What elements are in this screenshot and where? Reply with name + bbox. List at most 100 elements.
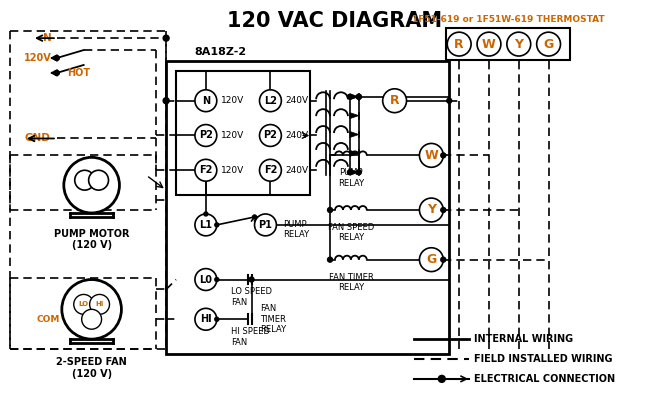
Circle shape [259,90,281,111]
Text: HI: HI [95,301,104,308]
Text: 1F51-619 or 1F51W-619 THERMOSTAT: 1F51-619 or 1F51W-619 THERMOSTAT [412,15,604,24]
Circle shape [204,212,208,216]
Circle shape [195,308,217,330]
Circle shape [419,198,444,222]
Circle shape [419,143,444,167]
Circle shape [215,277,219,282]
Circle shape [195,214,217,236]
Text: FAN TIMER
RELAY: FAN TIMER RELAY [328,273,373,292]
Text: 8A18Z-2: 8A18Z-2 [195,47,247,57]
Text: INTERNAL WIRING: INTERNAL WIRING [474,334,574,344]
Circle shape [537,32,561,56]
Circle shape [259,159,281,181]
Circle shape [54,70,60,75]
Circle shape [215,317,219,321]
Circle shape [448,32,471,56]
Circle shape [249,277,254,282]
Text: Y: Y [427,204,436,217]
Text: FAN SPEED
RELAY: FAN SPEED RELAY [328,223,374,242]
Circle shape [438,375,446,383]
Text: N: N [43,33,52,43]
Text: 240V: 240V [285,96,308,105]
Circle shape [356,94,361,99]
Text: PUMP
RELAY: PUMP RELAY [338,168,364,188]
Text: G: G [543,38,553,51]
Text: N: N [202,96,210,106]
Text: 120 VAC DIAGRAM: 120 VAC DIAGRAM [227,11,443,31]
Circle shape [90,295,109,314]
Circle shape [441,257,446,262]
Text: HI: HI [200,314,212,324]
Circle shape [75,170,94,190]
Circle shape [356,170,361,175]
Circle shape [195,269,217,290]
Text: LO SPEED
FAN: LO SPEED FAN [230,287,272,307]
Circle shape [419,248,444,272]
Circle shape [195,124,217,146]
Circle shape [441,153,446,158]
Circle shape [447,98,452,103]
Text: L1: L1 [200,220,212,230]
Circle shape [195,90,217,111]
Polygon shape [350,132,359,137]
Text: R: R [390,94,399,107]
Text: R: R [454,38,464,51]
Text: ELECTRICAL CONNECTION: ELECTRICAL CONNECTION [474,374,615,384]
Polygon shape [350,150,359,156]
Circle shape [195,159,217,181]
Circle shape [88,170,109,190]
Text: L2: L2 [264,96,277,106]
Circle shape [356,94,361,99]
Circle shape [328,207,332,212]
Text: P2: P2 [199,130,213,140]
Circle shape [163,98,169,104]
Bar [176,71,310,195]
Text: P1: P1 [259,220,273,230]
Circle shape [348,94,352,99]
Text: W: W [482,38,496,51]
Circle shape [54,56,60,60]
Text: G: G [426,253,436,266]
Text: FIELD INSTALLED WIRING: FIELD INSTALLED WIRING [474,354,612,364]
Text: L0: L0 [200,274,212,285]
Text: HOT: HOT [67,68,90,78]
Circle shape [328,257,332,262]
Text: F2: F2 [264,165,277,175]
Circle shape [62,279,121,339]
Circle shape [215,223,219,227]
Circle shape [255,214,277,236]
Circle shape [163,35,169,41]
Text: GND: GND [24,134,50,143]
Text: 240V: 240V [285,131,308,140]
Text: FAN
TIMER
RELAY: FAN TIMER RELAY [261,304,287,334]
Text: 120V: 120V [220,131,244,140]
Text: Y: Y [515,38,523,51]
Circle shape [64,158,119,213]
Text: 120V: 120V [220,166,244,175]
Text: P2: P2 [263,130,277,140]
Text: 2-SPEED FAN
(120 V): 2-SPEED FAN (120 V) [56,357,127,379]
Text: 120V: 120V [220,96,244,105]
Text: HI SPEED
FAN: HI SPEED FAN [230,327,269,347]
Circle shape [507,32,531,56]
Polygon shape [350,169,359,175]
Polygon shape [350,94,359,100]
Text: LO: LO [78,301,88,308]
Text: PUMP
RELAY: PUMP RELAY [283,220,310,239]
Circle shape [348,170,352,175]
Circle shape [82,309,102,329]
Text: 240V: 240V [285,166,308,175]
Circle shape [441,207,446,212]
Circle shape [74,295,94,314]
Circle shape [383,89,407,113]
Text: COM: COM [36,315,60,324]
Bar [166,61,450,354]
Circle shape [477,32,501,56]
Circle shape [259,124,281,146]
Text: W: W [425,149,438,162]
Text: PUMP MOTOR
(120 V): PUMP MOTOR (120 V) [54,229,129,251]
Circle shape [163,98,169,103]
Bar [446,28,570,60]
Text: 120V: 120V [24,53,52,63]
Circle shape [253,215,257,219]
